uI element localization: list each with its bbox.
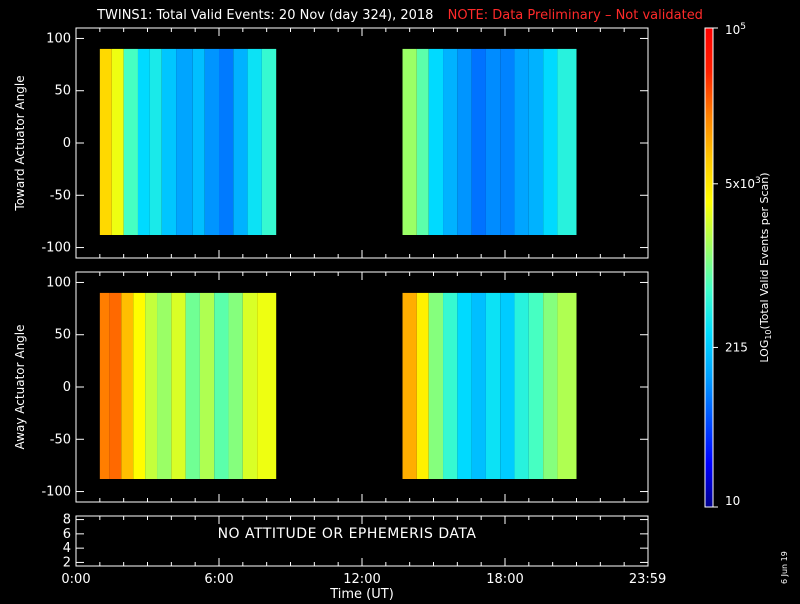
heatmap-cell [428,48,444,236]
colorbar-tick-label: 215 [725,340,748,354]
title-note: NOTE: Data Preliminary – Not validated [447,8,703,23]
colorbar-label: LOG10(Total Valid Events per Scan) [758,172,773,362]
x-tick-label: 12:00 [343,572,380,587]
heatmap-cell [500,48,515,236]
heatmap-cell [214,292,229,479]
colorbar-gradient [705,28,713,507]
x-tick-label: 0:00 [61,572,90,587]
y-axis-label: Away Actuator Angle [13,324,27,449]
heatmap-cell [257,292,277,479]
colorbar-tick-label: 5x103 [725,176,761,191]
y-tick-label: -50 [50,432,71,447]
heatmap-cell [528,292,544,479]
heatmap-cell [514,48,529,236]
heatmap-cell [199,292,215,479]
y-tick-label: 2 [63,555,71,570]
heatmap-cell [261,48,277,236]
y-tick-label: 100 [46,275,71,290]
heatmap-cell [185,292,200,479]
y-tick-label: 50 [54,84,71,99]
y-tick-label: 0 [63,380,71,395]
heatmap-cell [228,292,243,479]
x-tick-label: 23:59 [629,572,666,587]
heatmap-cell [457,48,472,236]
heatmap-cell [416,48,429,236]
heatmap-cell [428,292,444,479]
heatmap-cell [528,48,544,236]
y-tick-label: 8 [63,513,71,528]
colorbar-tick-label: 105 [725,22,746,37]
heatmap-cell [176,48,193,236]
heatmap-cell [402,48,417,236]
colorbar-frame [704,27,714,508]
heatmap-cell [543,292,558,479]
heatmap-cell [111,48,124,236]
heatmap-cell [242,292,258,479]
x-tick-label: 18:00 [486,572,523,587]
heatmap-cell [171,292,186,479]
heatmap-cell [149,48,162,236]
heatmap-cell [99,292,110,479]
heatmap-cell [219,48,234,236]
heatmap-cell [443,48,458,236]
y-tick-label: 4 [63,541,71,556]
heatmap-cell [557,48,577,236]
heatmap-cell [443,292,458,479]
panel-toward: -100 -50 0 50 100 Toward Actuator Angle [13,27,649,259]
heatmap-cell [161,48,177,236]
y-tick-label: 0 [63,136,71,151]
heatmap-cell [233,48,248,236]
heatmap-cell [133,292,146,479]
date-stamp: 6 Jun 19 [780,551,789,584]
y-tick-label: 50 [54,328,71,343]
colorbar-tick-label: 10 [725,494,740,508]
colorbar: 10 215 5x103 105 LOG10(Total Valid Events pe… [704,22,773,508]
x-axis-label: Time (UT) [329,587,394,600]
heatmap-cell [247,48,262,236]
y-tick-label: 6 [63,527,71,542]
heatmap-cell [457,292,472,479]
panel-away: -100 -50 0 50 100 Away Actuator Angle [13,271,649,503]
heatmap-cell [109,292,122,479]
y-tick-label: -50 [50,188,71,203]
title-main: TWINS1: Total Valid Events: 20 Nov (day … [97,8,434,23]
heatmap-cell [500,292,515,479]
heatmap-cell [145,292,158,479]
y-tick-label: -100 [41,241,71,256]
x-tick-label: 6:00 [204,572,233,587]
heatmap-cell [192,48,205,236]
heatmap-cell [402,292,417,479]
heatmap-cell [157,292,172,479]
y-tick-label: -100 [41,485,71,500]
heatmap-cell [416,292,429,479]
heatmap-cell [204,48,219,236]
heatmap-cell [123,48,138,236]
heatmap-cell [514,292,529,479]
heatmap-cell [485,48,501,236]
heatmap-cell [557,292,577,479]
y-tick-label: 100 [46,31,71,46]
chart-title: TWINS1: Total Valid Events: 20 Nov (day … [0,8,800,23]
heatmap-cell [121,292,134,479]
heatmap-cell [485,292,501,479]
heatmap-cell [471,292,486,479]
heatmap-cell [471,48,486,236]
y-axis-label: Toward Actuator Angle [13,75,27,211]
heatmap-cell [99,48,112,236]
no-data-message: NO ATTITUDE OR EPHEMERIS DATA [217,526,477,542]
heatmap-cell [137,48,150,236]
heatmap-cell [543,48,558,236]
